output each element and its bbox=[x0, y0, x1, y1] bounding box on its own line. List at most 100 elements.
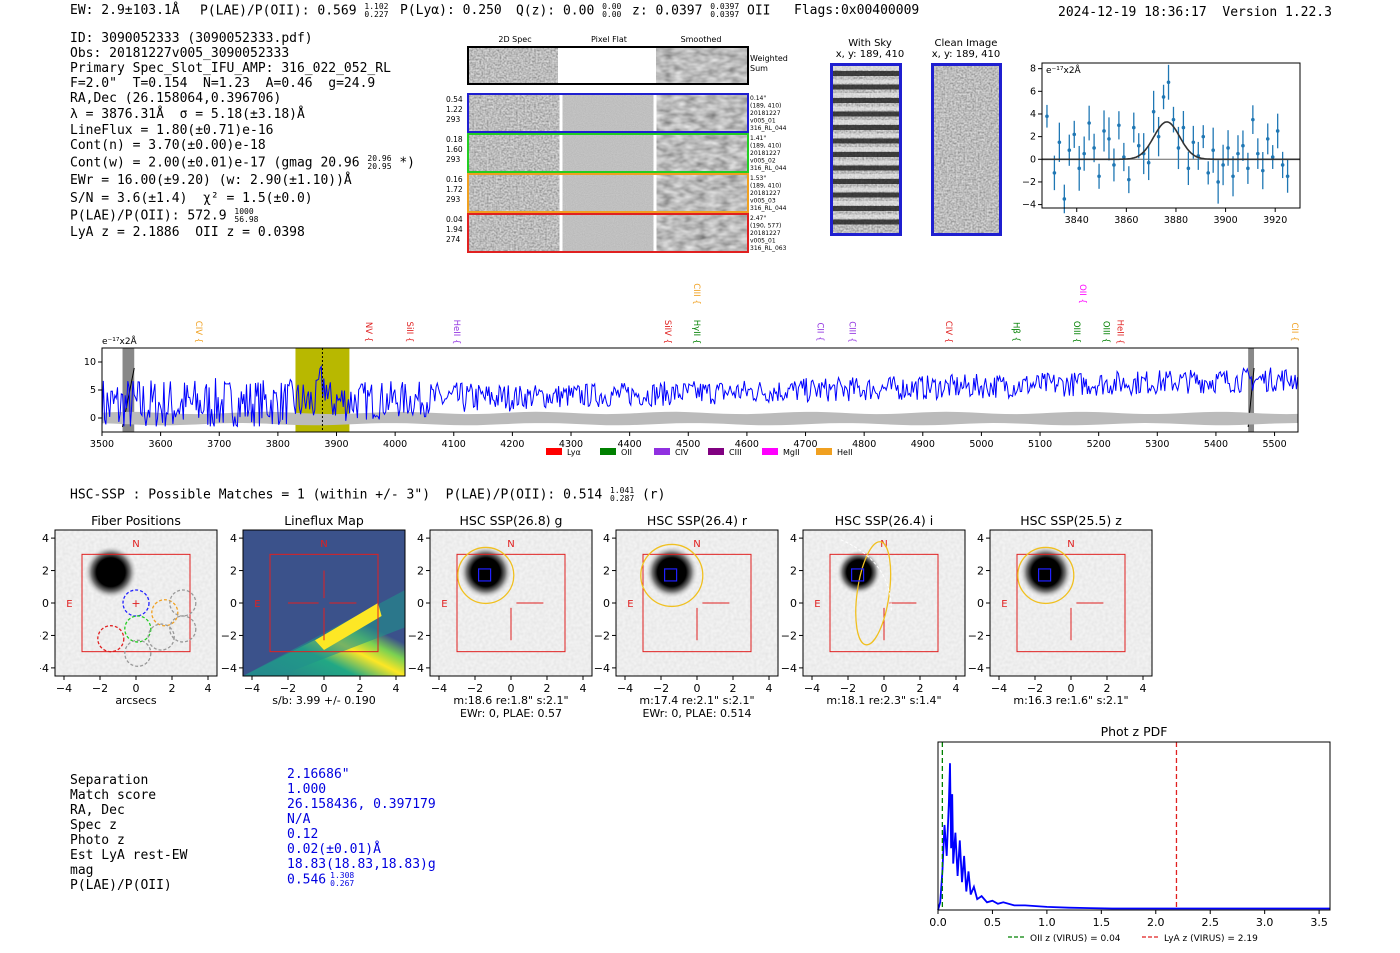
zoom-point-38 bbox=[1236, 151, 1240, 156]
panel-title-3: HSC SSP(26.4) r bbox=[647, 513, 748, 528]
hsc-title-text: HSC-SSP : Possible Matches = 1 (within +… bbox=[70, 487, 603, 503]
header-qz-text: Q(z): 0.00 bbox=[516, 3, 595, 19]
spec-legend-label-5: HeII bbox=[837, 448, 853, 457]
panel-aperture-2 bbox=[456, 553, 566, 653]
match-label-6: mag bbox=[70, 863, 94, 878]
info-contw: Cont(w) = 2.00(±0.01)e-17 (gmag 20.96 20… bbox=[70, 155, 415, 171]
panel-xtick-label-4--4: −4 bbox=[804, 682, 820, 695]
photz-legend-lya: LyA z (VIRUS) = 2.19 bbox=[1164, 934, 1258, 944]
spec-line-marker-1: NV { bbox=[363, 322, 373, 342]
cutout-frame-1 bbox=[467, 133, 749, 173]
panel-ytick-label-3--4: −4 bbox=[594, 662, 610, 675]
panel-ytick-label-4-4: 4 bbox=[790, 532, 797, 545]
zoom-xtick-label-3900: 3900 bbox=[1213, 215, 1237, 226]
panel-compass-e-5: E bbox=[1001, 599, 1007, 610]
header-datetime: 2024-12-19 18:36:17 Version 1.22.3 bbox=[1058, 5, 1332, 20]
panel-ytick-label-3-4: 4 bbox=[603, 532, 610, 545]
panel-xtick-label-2--2: −2 bbox=[467, 682, 483, 695]
panel-compass-e-4: E bbox=[814, 599, 820, 610]
zoom-point-45 bbox=[1270, 155, 1275, 159]
fiber-circle-5 bbox=[169, 615, 197, 643]
hsc-title-hi: 1.041 bbox=[610, 486, 635, 495]
zoom-point-35 bbox=[1221, 163, 1225, 167]
panel-ytick-label-1-0: 0 bbox=[230, 597, 237, 610]
match-plae-hi: 1.308 bbox=[330, 871, 355, 880]
cutout-right-label-1-3: v005_02 bbox=[750, 158, 776, 165]
panel-bg-3 bbox=[616, 530, 778, 676]
info-sn: S/N = 3.6(±1.4) χ² = 1.5(±0.0) bbox=[70, 191, 313, 206]
panel-ytick-label-2-2: 2 bbox=[417, 565, 424, 578]
spec-line-marker-3: HeII { bbox=[451, 320, 461, 345]
sky-stripe-light-9 bbox=[833, 187, 899, 192]
cutout-left-label-3-2: 274 bbox=[446, 235, 461, 244]
cutout-frame-2 bbox=[467, 173, 749, 213]
spec-flux-line bbox=[101, 365, 1299, 428]
panel-sub2-3: EWr: 0, PLAE: 0.514 bbox=[642, 707, 751, 720]
spec-xtick-label-4200: 4200 bbox=[500, 439, 524, 450]
cutout-2d-0 bbox=[468, 94, 560, 132]
header-flags: Flags:0x00400009 bbox=[794, 3, 920, 18]
spec-line-marker-6: CIII { bbox=[691, 283, 701, 305]
panel-ytick-label-5-2: 2 bbox=[977, 565, 984, 578]
zoom-point-5 bbox=[1072, 132, 1077, 137]
spec-xtick-label-4400: 4400 bbox=[618, 439, 642, 450]
match-value-3: N/A bbox=[287, 812, 311, 827]
zoom-point-1 bbox=[1052, 171, 1057, 175]
zoom-point-32 bbox=[1206, 171, 1211, 175]
info-plae-bounds: 1000 56.98 bbox=[234, 208, 258, 224]
panel-ytick-label-4-2: 2 bbox=[790, 565, 797, 578]
spec-xtick-label-4700: 4700 bbox=[793, 439, 817, 450]
cutout-col-label-flat: Pixel Flat bbox=[591, 35, 627, 44]
panel-xtick-label-5-0: 0 bbox=[1068, 682, 1075, 695]
panel-compass-n-5: N bbox=[1067, 539, 1074, 550]
panel-sub2-2: EWr: 0, PLAE: 0.57 bbox=[460, 707, 562, 720]
panel-compass-n-0: N bbox=[132, 539, 139, 550]
zoom-point-34 bbox=[1216, 180, 1220, 184]
cutout-col-label-2d: 2D Spec bbox=[498, 35, 531, 44]
panel-title-2: HSC SSP(26.8) g bbox=[460, 513, 563, 528]
header-datetime-text: 2024-12-19 18:36:17 bbox=[1058, 5, 1207, 20]
panel-ytick-label-5-0: 0 bbox=[977, 597, 984, 610]
cutout-right-label-2-1: (189, 410) bbox=[750, 183, 781, 190]
panel-bg-2 bbox=[430, 530, 592, 676]
header-plae: P(LAE)/P(OII): 0.569 1.102 0.227 bbox=[200, 3, 388, 19]
photz-pdf-line bbox=[937, 763, 1330, 911]
header-z-hi: 0.0397 bbox=[710, 2, 740, 11]
panel-xtick-label-3--4: −4 bbox=[617, 682, 633, 695]
panel-ellipse-4 bbox=[855, 541, 892, 646]
panel-fiber-box-4 bbox=[850, 568, 865, 582]
spec-line-marker-4: SiIV { bbox=[662, 320, 672, 344]
info-primary: Primary Spec_Slot_IFU_AMP: 316_022_052_R… bbox=[70, 61, 391, 76]
weighted-sum-flat bbox=[558, 47, 656, 84]
panel-xtick-label-5--2: −2 bbox=[1027, 682, 1043, 695]
sky-stripe-1 bbox=[833, 84, 899, 90]
spec-xtick-label-3800: 3800 bbox=[266, 439, 290, 450]
panel-xtick-label-2--4: −4 bbox=[431, 682, 447, 695]
cutout-flat-0 bbox=[560, 94, 655, 132]
zoom-point-16 bbox=[1127, 177, 1131, 182]
panel-aperture-4 bbox=[829, 553, 939, 653]
info-plae-hi: 1000 bbox=[234, 207, 254, 216]
zoom-point-10 bbox=[1097, 174, 1101, 179]
panel-xtick-label-1--2: −2 bbox=[280, 682, 296, 695]
sky-xy: x, y: 189, 410 bbox=[835, 49, 905, 60]
fiber-circle-0 bbox=[122, 589, 150, 617]
panel-compass-n-1: N bbox=[320, 539, 327, 550]
zoom-point-15 bbox=[1122, 155, 1126, 159]
cutout-flat-2 bbox=[560, 174, 655, 212]
cutout-2d-3 bbox=[468, 214, 560, 252]
match-label-2: RA, Dec bbox=[70, 803, 125, 818]
panel-bg-5 bbox=[990, 530, 1152, 676]
spec-xtick-label-4300: 4300 bbox=[559, 439, 583, 450]
panel-fiber-box-5 bbox=[1037, 568, 1052, 582]
panel-ytick-label-2-4: 4 bbox=[417, 532, 424, 545]
zoom-ytick-label--2: −2 bbox=[1022, 177, 1036, 188]
cutout-right-label-0-2: 20181227 bbox=[750, 110, 781, 117]
zoom-point-11 bbox=[1102, 129, 1106, 133]
spec-xtick-label-5100: 5100 bbox=[1028, 439, 1052, 450]
photz-xtick-label-2: 2.0 bbox=[1147, 916, 1165, 929]
spec-line-marker-9: CIV { bbox=[943, 321, 953, 343]
panel-xtick-label-0-4: 4 bbox=[205, 682, 212, 695]
zoom-xtick-label-3880: 3880 bbox=[1164, 215, 1188, 226]
sky-stripe-light-2 bbox=[833, 93, 899, 97]
